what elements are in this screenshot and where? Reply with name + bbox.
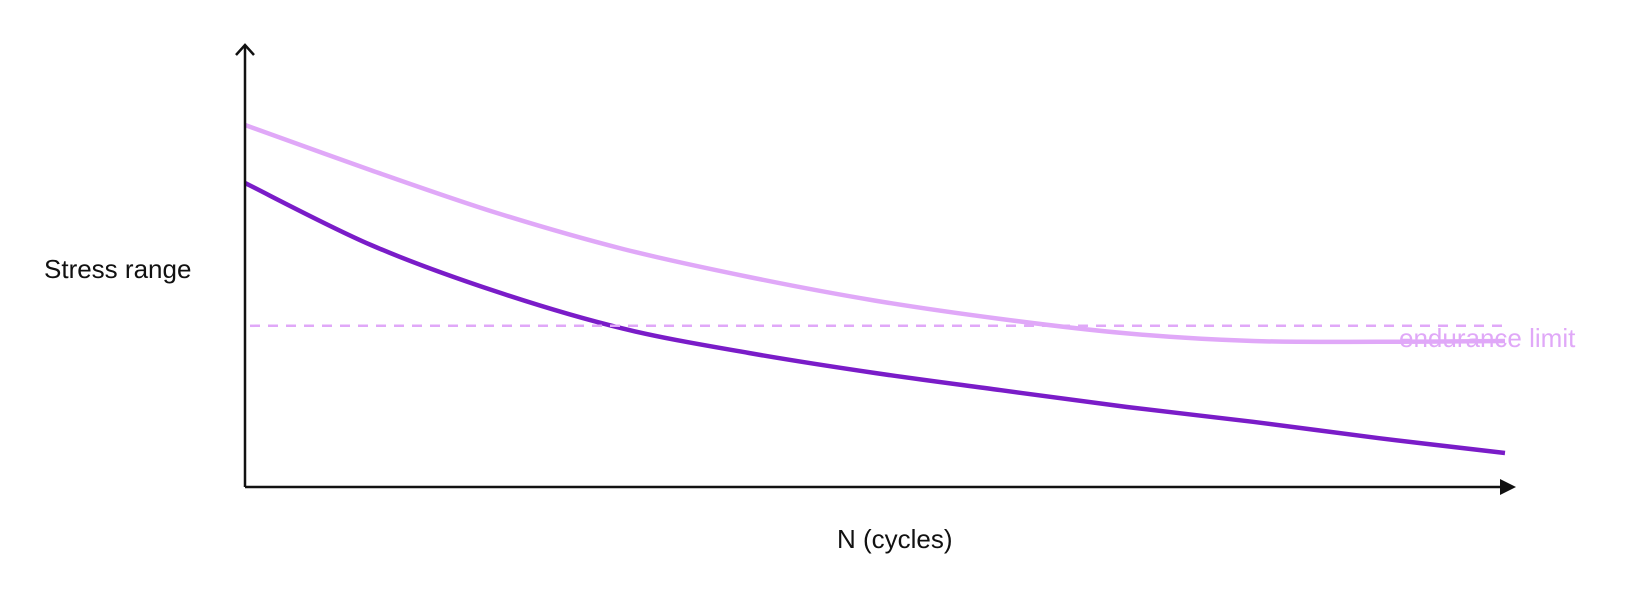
x-axis-label: N (cycles) bbox=[837, 524, 953, 554]
y-axis-arrowhead bbox=[235, 43, 255, 56]
series-layer bbox=[244, 122, 1506, 456]
series-2-line bbox=[244, 180, 1506, 456]
y-axis-label: Stress range bbox=[44, 254, 192, 284]
axes-layer bbox=[235, 43, 1516, 495]
endurance-limit-label: endurance limit bbox=[1399, 323, 1576, 353]
x-axis-arrowhead bbox=[1500, 479, 1516, 495]
series-1-line bbox=[244, 122, 1506, 345]
